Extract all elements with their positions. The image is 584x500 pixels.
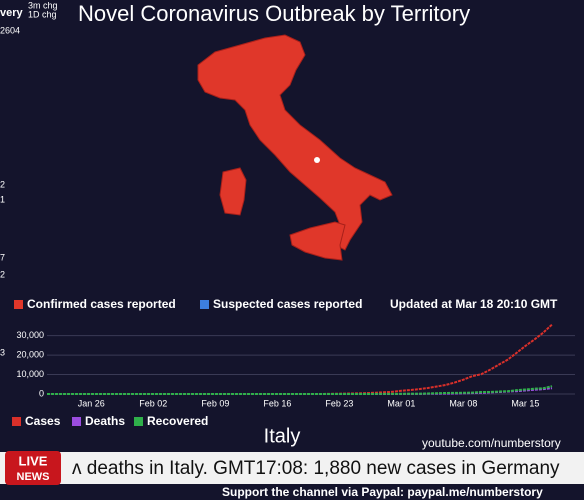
x-tick-label: Feb 23: [325, 398, 353, 408]
x-tick-label: Feb 02: [139, 398, 167, 408]
legend-label: Deaths: [85, 414, 125, 428]
channel: youtube.com/numberstory: [422, 436, 561, 450]
legend-label: Recovered: [147, 414, 208, 428]
live-logo: [5, 451, 61, 485]
x-tick-label: Feb 09: [201, 398, 229, 408]
x-tick-label: Feb 16: [263, 398, 291, 408]
fragment: 1: [0, 194, 5, 204]
fragment: 2604: [0, 25, 20, 35]
chart: 0 10,000 20,000 30,000 Jan 26 Feb 02 Feb 09 Feb…: [12, 323, 575, 428]
rome: [314, 157, 320, 163]
sicily: [289, 221, 346, 261]
y-tick-label: 10,000: [16, 369, 44, 379]
chart-title: Italy: [264, 425, 301, 447]
ticker: ʌ deaths in Italy. GMT17:08: 1,880 new c…: [72, 458, 560, 479]
fragment: 7: [0, 252, 5, 262]
map: [197, 34, 393, 261]
fragment: 3m chg: [28, 0, 58, 10]
legend-label: Suspected cases reported: [213, 297, 362, 311]
legend-swatch: [12, 417, 21, 426]
news: NEWS: [17, 471, 50, 483]
legend-swatch: [134, 417, 143, 426]
fragment: 1D chg: [28, 9, 57, 19]
legend-swatch: [72, 417, 81, 426]
fragment: 2: [0, 269, 5, 279]
ticker-bar: [0, 452, 584, 484]
sardinia: [219, 167, 247, 216]
title: Novel Coronavirus Outbreak by Territory: [78, 1, 470, 26]
fragment: very: [0, 7, 24, 19]
legend-swatch: [14, 300, 23, 309]
y-tick-label: 20,000: [16, 349, 44, 359]
y-tick-label: 30,000: [16, 330, 44, 340]
x-tick-label: Jan 26: [78, 398, 105, 408]
live: LIVE: [19, 453, 48, 468]
updated: Updated at Mar 18 20:10 GMT: [390, 297, 558, 311]
fragment: 3: [0, 347, 5, 357]
legend-swatch: [200, 300, 209, 309]
x-tick-label: Mar 08: [449, 398, 477, 408]
series-line: [47, 385, 553, 395]
fragment: 2: [0, 179, 5, 189]
x-tick-label: Mar 01: [387, 398, 415, 408]
y-tick-label: 0: [39, 388, 44, 398]
legend-label: Cases: [25, 414, 61, 428]
legend-label: Confirmed cases reported: [27, 297, 176, 311]
mainland: [197, 34, 393, 251]
x-tick-label: Mar 15: [511, 398, 539, 408]
support: Support the channel via Paypal: paypal.m…: [222, 485, 543, 499]
